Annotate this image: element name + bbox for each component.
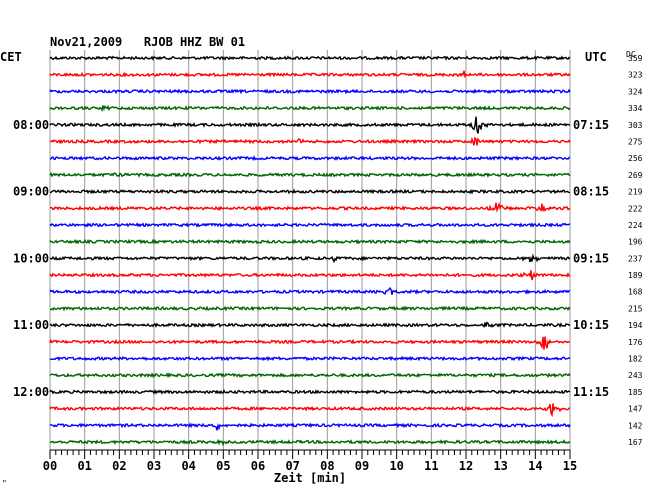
x-tick-label-6: 06 (251, 459, 265, 473)
x-tick-label-4: 04 (181, 459, 195, 473)
dc-value-0: 359 (628, 54, 643, 63)
left-hour-label-3: 11:00 (13, 318, 49, 332)
dc-value-15: 215 (628, 304, 643, 313)
right-hour-label-3: 10:15 (573, 318, 609, 332)
x-tick-label-13: 13 (493, 459, 507, 473)
trace-4 (49, 116, 571, 134)
dc-value-7: 269 (628, 171, 643, 180)
x-tick-label-2: 02 (112, 459, 126, 473)
trace-18 (49, 355, 571, 362)
dc-value-12: 237 (628, 254, 643, 263)
x-tick-label-7: 07 (285, 459, 299, 473)
trace-11 (49, 238, 571, 245)
dc-value-8: 219 (628, 188, 643, 197)
trace-20 (49, 388, 571, 395)
x-tick-label-0: 00 (43, 459, 57, 473)
x-tick-label-8: 08 (320, 459, 334, 473)
dc-value-3: 334 (628, 104, 643, 113)
trace-14 (49, 286, 571, 295)
footer-mark: " (2, 479, 7, 488)
trace-16 (49, 321, 571, 329)
dc-value-6: 256 (628, 154, 643, 163)
x-tick-label-9: 09 (355, 459, 369, 473)
dc-value-20: 185 (628, 388, 643, 397)
x-tick-label-14: 14 (528, 459, 542, 473)
x-axis-label: Zeit [min] (274, 471, 346, 485)
dc-value-4: 303 (628, 121, 643, 130)
dc-value-10: 224 (628, 221, 643, 230)
dc-value-16: 194 (628, 321, 643, 330)
right-axis-label: UTC (585, 50, 607, 64)
label-group: 359 323 324 334 303 275 256 269 219 222 224 196 237 1… (13, 54, 643, 447)
trace-9 (49, 201, 571, 213)
dc-value-11: 196 (628, 238, 643, 247)
dc-value-2: 324 (628, 87, 643, 96)
trace-12 (49, 253, 571, 264)
trace-19 (49, 372, 571, 379)
dc-value-13: 189 (628, 271, 643, 280)
dc-value-19: 243 (628, 371, 643, 380)
trace-13 (49, 270, 571, 281)
trace-22 (49, 422, 571, 431)
left-axis-label: CET (0, 50, 22, 64)
x-tick-label-10: 10 (389, 459, 403, 473)
right-hour-label-4: 11:15 (573, 385, 609, 399)
dc-value-9: 222 (628, 204, 643, 213)
dc-value-23: 167 (628, 438, 643, 447)
trace-7 (49, 172, 571, 178)
x-tick-label-11: 11 (424, 459, 438, 473)
trace-5 (49, 136, 571, 146)
trace-0 (49, 55, 571, 61)
trace-15 (49, 305, 571, 312)
chart-title: Nov21,2009 RJOB HHZ BW 01 (50, 35, 245, 49)
left-hour-label-1: 09:00 (13, 185, 49, 199)
dc-label: DC (626, 50, 636, 59)
x-tick-label-3: 03 (147, 459, 161, 473)
right-hour-label-2: 09:15 (573, 251, 609, 265)
trace-1 (49, 70, 571, 79)
dc-value-22: 142 (628, 421, 643, 430)
dc-value-17: 176 (628, 338, 643, 347)
trace-6 (49, 155, 571, 161)
x-tick-label-1: 01 (77, 459, 91, 473)
trace-23 (49, 438, 571, 447)
left-hour-label-4: 12:00 (13, 385, 49, 399)
x-tick-label-15: 15 (563, 459, 577, 473)
dc-value-1: 323 (628, 71, 643, 80)
right-hour-label-1: 08:15 (573, 185, 609, 199)
trace-21 (49, 403, 571, 418)
dc-value-21: 147 (628, 405, 643, 414)
x-tick-label-12: 12 (459, 459, 473, 473)
trace-group (49, 55, 571, 447)
trace-2 (49, 88, 571, 95)
trace-10 (49, 222, 571, 228)
grid-lines (49, 50, 571, 450)
x-axis: 00 01 02 03 04 05 06 07 08 09 10 11 12 13 14 15 (43, 449, 577, 473)
right-hour-label-0: 07:15 (573, 118, 609, 132)
trace-8 (49, 188, 571, 195)
left-hour-label-2: 10:00 (13, 251, 49, 265)
dc-value-5: 275 (628, 137, 643, 146)
left-hour-label-0: 08:00 (13, 118, 49, 132)
x-tick-label-5: 05 (216, 459, 230, 473)
dc-value-14: 168 (628, 288, 643, 297)
dc-value-18: 182 (628, 355, 643, 364)
trace-3 (49, 104, 571, 112)
trace-17 (49, 336, 571, 350)
